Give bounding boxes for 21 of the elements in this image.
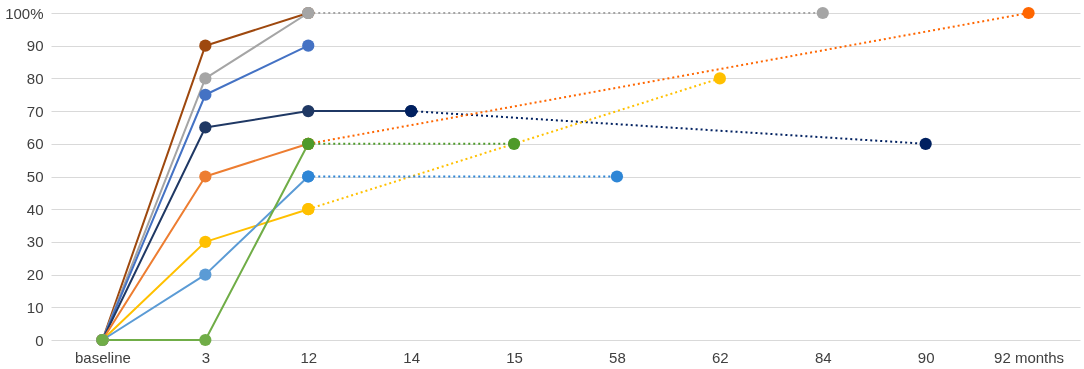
y-tick-label: 10 bbox=[26, 298, 44, 316]
x-tick-label: 14 bbox=[403, 348, 420, 366]
y-tick-label: 40 bbox=[26, 200, 44, 218]
y-tick-label: 100% bbox=[5, 4, 44, 22]
y-tick-label: 80 bbox=[26, 69, 44, 87]
y-tick-label: 50 bbox=[26, 168, 44, 185]
x-tick-label: 12 bbox=[300, 348, 318, 366]
y-tick-label: 60 bbox=[26, 135, 44, 153]
y-tick-label: 90 bbox=[26, 37, 44, 55]
y-tick-label: 0 bbox=[35, 331, 44, 349]
x-tick-label: 62 bbox=[712, 348, 729, 366]
x-tick-label: 84 bbox=[814, 348, 832, 366]
x-tick-label: 15 bbox=[506, 348, 523, 366]
y-tick-label: 70 bbox=[26, 102, 44, 120]
x-tick-label: 58 bbox=[609, 348, 626, 366]
x-tick-label: baseline bbox=[75, 348, 131, 366]
x-tick-label: 90 bbox=[917, 348, 935, 366]
y-tick-label: 20 bbox=[26, 266, 44, 284]
y-tick-label: 30 bbox=[26, 233, 44, 251]
x-tick-label: 92 months bbox=[994, 348, 1065, 366]
x-tick-label: 3 bbox=[201, 348, 211, 366]
